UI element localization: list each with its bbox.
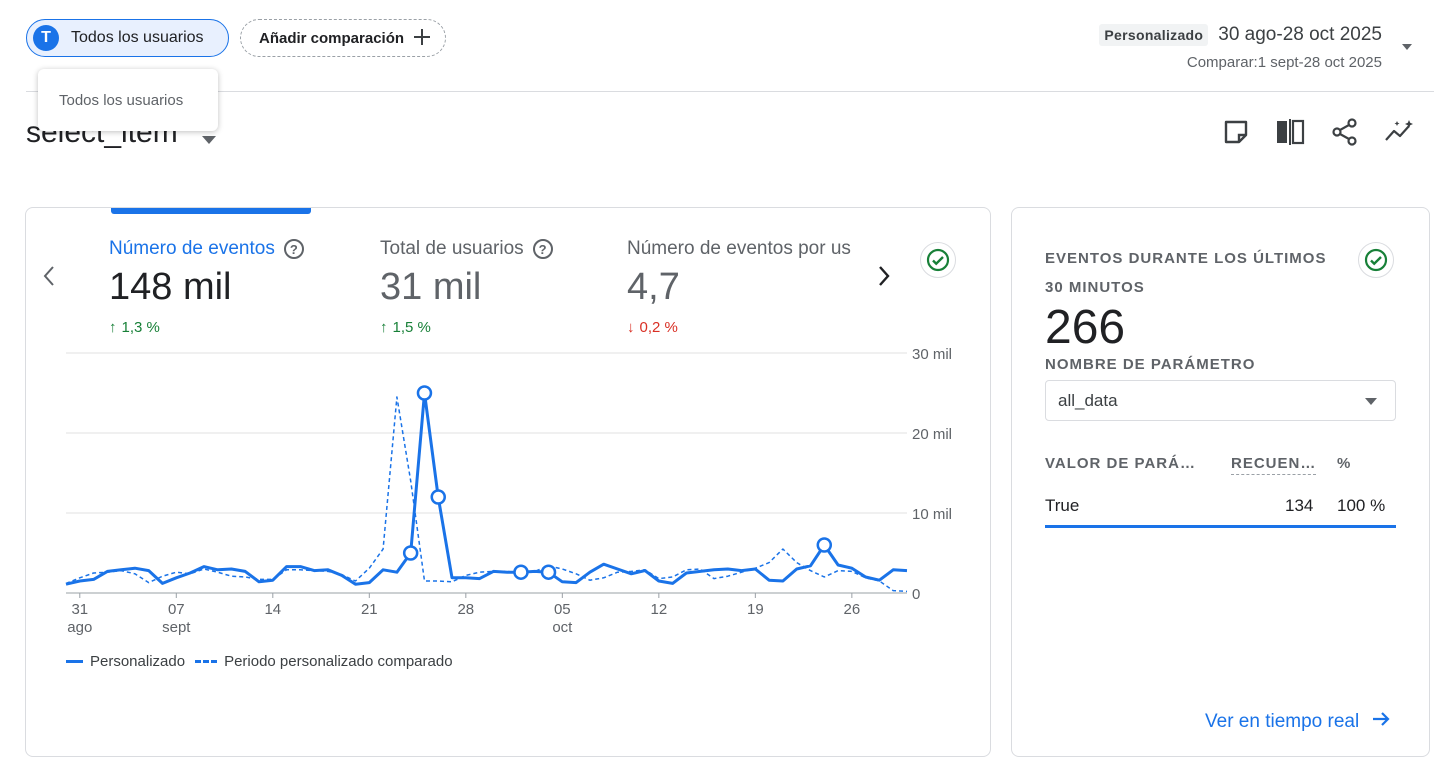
legend-dashed-swatch bbox=[195, 660, 218, 663]
header-divider bbox=[26, 91, 1434, 92]
chevron-down-icon bbox=[1365, 398, 1377, 405]
metric-change: 1,3 % bbox=[121, 319, 160, 336]
x-tick-month: oct bbox=[552, 619, 573, 636]
metric-label: Total de usuarios bbox=[380, 238, 524, 259]
add-comparison-button[interactable]: Añadir comparación bbox=[240, 19, 446, 57]
x-tick-label: 21 bbox=[361, 601, 378, 618]
help-icon[interactable]: ? bbox=[283, 239, 304, 259]
series-line-compare bbox=[65, 396, 908, 593]
date-range: 30 ago-28 oct 2025 bbox=[1218, 24, 1382, 45]
share-icon[interactable] bbox=[1329, 116, 1361, 148]
arrow-right-icon bbox=[1371, 710, 1391, 734]
arrow-up-icon: ↑ bbox=[109, 319, 117, 336]
metrics-chart-card: Número de eventos? 148 mil ↑ 1,3 % Total … bbox=[25, 207, 991, 757]
x-tick-month: ago bbox=[67, 619, 92, 636]
x-tick-label: 26 bbox=[844, 601, 861, 618]
y-tick-label: 20 mil bbox=[912, 426, 952, 443]
date-badge: Personalizado bbox=[1099, 24, 1209, 46]
user-segment-chip[interactable]: T Todos los usuarios bbox=[26, 19, 229, 57]
metric-change: 1,5 % bbox=[392, 319, 431, 336]
row-count: 134 bbox=[1285, 496, 1314, 515]
metric-label: Número de eventos bbox=[109, 238, 275, 259]
chevron-right-icon[interactable] bbox=[877, 264, 891, 294]
note-icon[interactable] bbox=[1220, 116, 1252, 148]
realtime-title: EVENTOS DURANTE LOS ÚLTIMOS 30 MINUTOS bbox=[1045, 250, 1327, 296]
metric-events-per-user[interactable]: Número de eventos por us 4,7 ↓ 0,2 % bbox=[627, 238, 862, 336]
x-tick-label: 19 bbox=[747, 601, 764, 618]
row-percent: 100 % bbox=[1337, 496, 1386, 515]
x-tick-label: 14 bbox=[264, 601, 281, 618]
arrow-up-icon: ↑ bbox=[380, 319, 388, 336]
x-tick-label: 28 bbox=[457, 601, 474, 618]
data-quality-check-icon[interactable] bbox=[920, 242, 956, 278]
compare-columns-icon[interactable] bbox=[1274, 116, 1306, 148]
data-point-marker[interactable] bbox=[416, 385, 433, 401]
data-point-marker[interactable] bbox=[540, 564, 557, 580]
view-realtime-label: Ver en tiempo real bbox=[1205, 711, 1360, 732]
segment-avatar: T bbox=[33, 25, 59, 51]
legend-solid-swatch bbox=[66, 660, 83, 663]
realtime-count: 266 bbox=[1045, 301, 1126, 354]
segment-tooltip: Todos los usuarios bbox=[38, 69, 218, 131]
row-value: True bbox=[1045, 496, 1080, 515]
realtime-card: EVENTOS DURANTE LOS ÚLTIMOS 30 MINUTOS 2… bbox=[1011, 207, 1430, 757]
col-header-value[interactable]: VALOR DE PARÁ… bbox=[1045, 455, 1196, 472]
realtime-check-icon[interactable] bbox=[1358, 242, 1394, 278]
metric-value: 31 mil bbox=[380, 266, 482, 308]
date-compare: Comparar:1 sept-28 oct 2025 bbox=[1186, 54, 1382, 71]
col-header-count[interactable]: RECUEN… bbox=[1231, 455, 1317, 475]
series-line-main bbox=[65, 391, 908, 586]
x-tick-month: sept bbox=[162, 619, 191, 636]
active-tab-indicator bbox=[111, 208, 311, 214]
chevron-down-icon[interactable] bbox=[1402, 44, 1412, 50]
insights-icon[interactable] bbox=[1384, 116, 1416, 148]
x-tick-label: 31 bbox=[71, 601, 88, 618]
metric-value: 148 mil bbox=[109, 266, 232, 308]
x-tick-label: 07 bbox=[168, 601, 185, 618]
row-percent-bar bbox=[1045, 525, 1396, 528]
param-select-value: all_data bbox=[1058, 390, 1118, 410]
date-range-picker[interactable]: Personalizado 30 ago-28 oct 2025 Compara… bbox=[1099, 24, 1382, 71]
y-tick-label: 10 mil bbox=[912, 506, 952, 523]
param-select[interactable]: all_data bbox=[1045, 380, 1396, 421]
legend-series-2: Periodo personalizado comparado bbox=[224, 653, 453, 670]
x-tick-label: 12 bbox=[650, 601, 667, 618]
data-point-marker[interactable] bbox=[816, 537, 833, 553]
x-tick-label: 05 bbox=[554, 601, 571, 618]
metric-total-users[interactable]: Total de usuarios? 31 mil ↑ 1,5 % bbox=[380, 238, 553, 336]
data-point-marker[interactable] bbox=[402, 545, 419, 561]
param-label: NOMBRE DE PARÁMETRO bbox=[1045, 356, 1256, 373]
legend-series-1: Personalizado bbox=[90, 653, 186, 670]
title-dropdown-icon[interactable] bbox=[202, 136, 216, 144]
arrow-down-icon: ↓ bbox=[627, 319, 635, 336]
metric-change: 0,2 % bbox=[639, 319, 678, 336]
chart-legend: Personalizado Periodo personalizado comp… bbox=[66, 653, 453, 670]
help-icon[interactable]: ? bbox=[532, 239, 553, 259]
col-header-percent[interactable]: % bbox=[1337, 455, 1352, 472]
add-comparison-label: Añadir comparación bbox=[259, 29, 405, 47]
view-realtime-link[interactable]: Ver en tiempo real bbox=[1205, 710, 1391, 734]
metric-event-count[interactable]: Número de eventos? 148 mil ↑ 1,3 % bbox=[109, 238, 304, 336]
y-tick-label: 30 mil bbox=[912, 346, 952, 363]
segment-label: Todos los usuarios bbox=[71, 29, 204, 46]
chevron-left-icon[interactable] bbox=[42, 264, 56, 294]
y-tick-label: 0 bbox=[912, 586, 920, 603]
metric-label: Número de eventos por us bbox=[627, 238, 851, 259]
data-point-marker[interactable] bbox=[430, 489, 446, 505]
data-point-marker[interactable] bbox=[513, 564, 529, 580]
metric-value: 4,7 bbox=[627, 266, 680, 308]
plus-icon bbox=[412, 25, 432, 51]
